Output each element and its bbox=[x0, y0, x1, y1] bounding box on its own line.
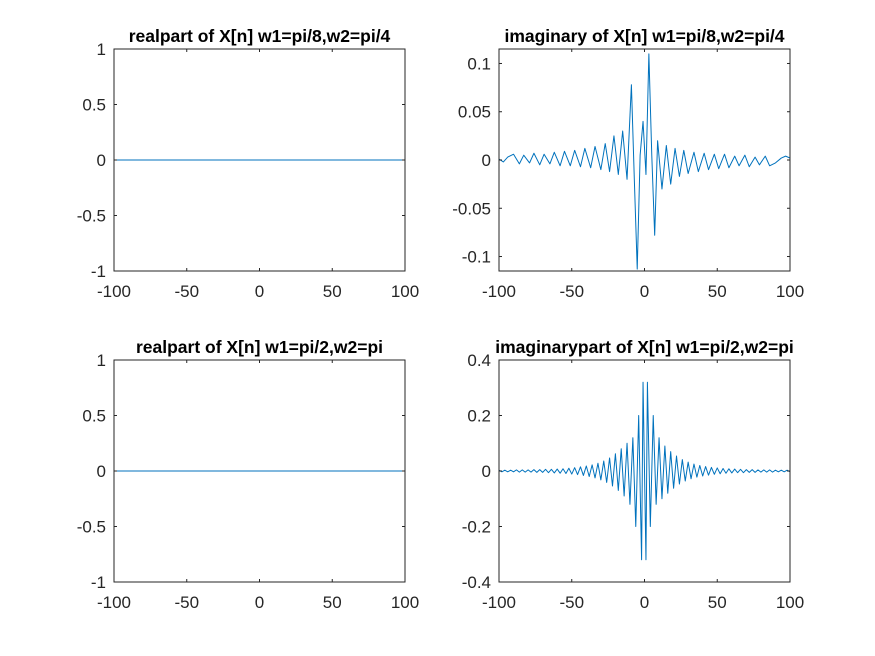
x-tick-label: 50 bbox=[708, 282, 727, 301]
x-tick-label: 0 bbox=[255, 282, 264, 301]
y-tick-label: 1 bbox=[97, 40, 106, 59]
x-tick-label: -100 bbox=[482, 593, 516, 612]
subplot-title: realpart of X[n] w1=pi/2,w2=pi bbox=[136, 337, 383, 357]
subplot-title: realpart of X[n] w1=pi/8,w2=pi/4 bbox=[129, 26, 391, 46]
y-tick-label: -1 bbox=[91, 262, 106, 281]
x-tick-label: -50 bbox=[559, 282, 584, 301]
x-tick-label: -100 bbox=[97, 282, 131, 301]
y-tick-label: 0 bbox=[482, 462, 491, 481]
x-tick-label: 0 bbox=[640, 593, 649, 612]
x-tick-label: 100 bbox=[776, 593, 804, 612]
x-tick-label: 50 bbox=[708, 593, 727, 612]
y-tick-label: -0.5 bbox=[77, 518, 106, 537]
x-tick-label: 0 bbox=[640, 282, 649, 301]
subplot-2: -100 -50 0 50 100 -0.1 -0.05 0 0.05 0.1 imaginary … bbox=[452, 26, 804, 301]
x-tick-label: 100 bbox=[391, 282, 419, 301]
subplot-4: -100 -50 0 50 100 -0.4 -0.2 0 0.2 0.4imaginarypar… bbox=[462, 337, 804, 612]
x-tick-label: -50 bbox=[559, 593, 584, 612]
subplot-1: -100 -50 0 50 100 -1 -0.5 0 0.5 1 realpart of X[n]… bbox=[77, 26, 419, 301]
y-tick-label: 0 bbox=[97, 462, 106, 481]
y-tick-label: -0.05 bbox=[452, 199, 491, 218]
x-tick-label: 50 bbox=[323, 593, 342, 612]
x-tick-label: 0 bbox=[255, 593, 264, 612]
x-tick-label: -50 bbox=[174, 593, 199, 612]
y-tick-label: 0.1 bbox=[467, 54, 491, 73]
y-tick-label: -0.2 bbox=[462, 518, 491, 537]
y-tick-label: 0.05 bbox=[458, 103, 491, 122]
x-tick-label: -100 bbox=[97, 593, 131, 612]
subplot-title: imaginarypart of X[n] w1=pi/2,w2=pi bbox=[495, 337, 794, 357]
x-tick-label: 100 bbox=[391, 593, 419, 612]
x-tick-label: 50 bbox=[323, 282, 342, 301]
y-tick-label: -0.5 bbox=[77, 207, 106, 226]
subplot-3: -100 -50 0 50 100 -1 -0.5 0 0.5 1 realpart of X[n]… bbox=[77, 337, 419, 612]
subplot-title: imaginary of X[n] w1=pi/8,w2=pi/4 bbox=[504, 26, 784, 46]
y-tick-label: 0.5 bbox=[82, 407, 106, 426]
x-tick-label: 100 bbox=[776, 282, 804, 301]
y-tick-label: 1 bbox=[97, 351, 106, 370]
y-tick-label: 0.4 bbox=[467, 351, 491, 370]
y-tick-label: 0.5 bbox=[82, 96, 106, 115]
x-tick-label: -50 bbox=[174, 282, 199, 301]
y-tick-label: -0.4 bbox=[462, 573, 491, 592]
y-tick-label: 0.2 bbox=[467, 407, 491, 426]
y-tick-label: 0 bbox=[97, 151, 106, 170]
series-line bbox=[499, 53, 790, 270]
y-tick-label: -0.1 bbox=[462, 248, 491, 267]
x-tick-label: -100 bbox=[482, 282, 516, 301]
series-line bbox=[499, 381, 790, 561]
y-tick-label: 0 bbox=[482, 151, 491, 170]
y-tick-label: -1 bbox=[91, 573, 106, 592]
